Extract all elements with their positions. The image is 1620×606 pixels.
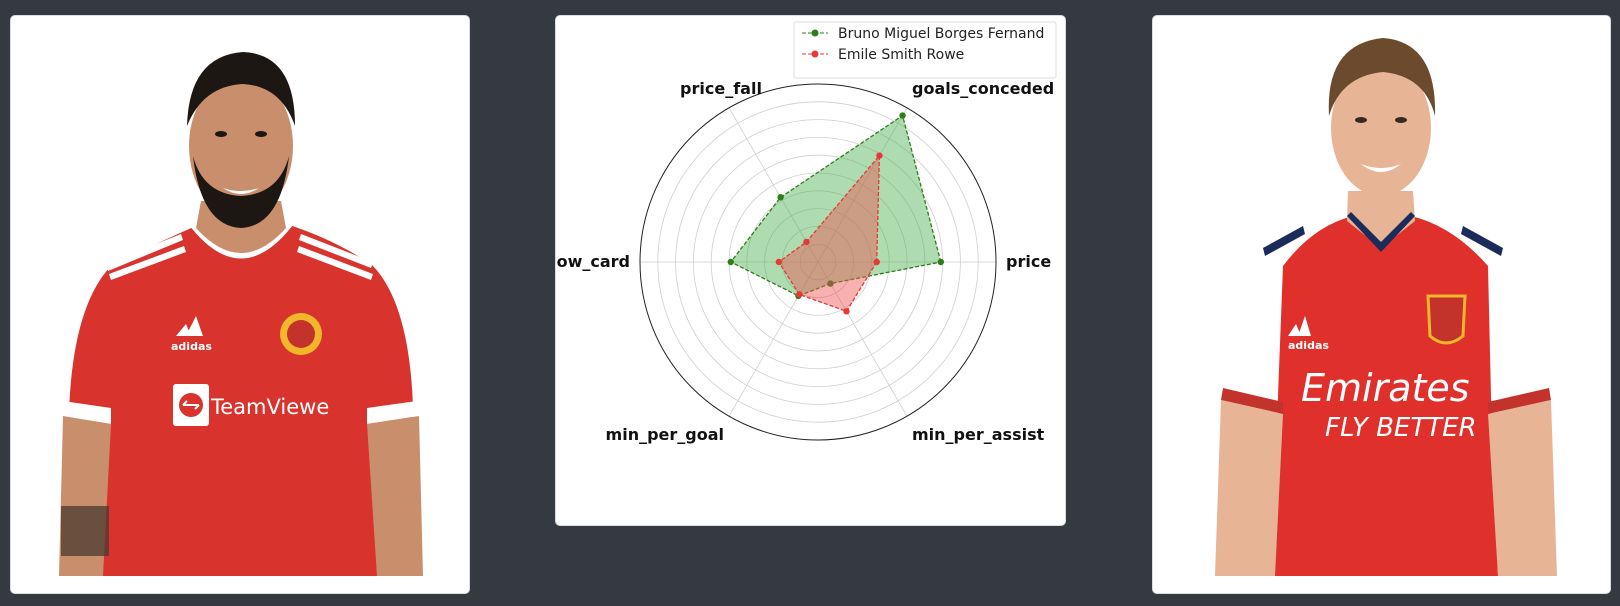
shoulder-stripes-l: [106, 234, 186, 280]
chart-card: price goals_conceded price_fall yellow_card…: [555, 15, 1066, 526]
brand-text-right: adidas: [1288, 339, 1329, 352]
axis-label-min_per_assist: min_per_assist: [912, 425, 1045, 444]
chart-legend: Bruno Miguel Borges Fernand Emile Smith …: [793, 21, 1057, 79]
crest-right: [1426, 294, 1467, 345]
legend-marker-1: [811, 50, 819, 58]
radar-axis-labels: price goals_conceded price_fall yellow_card…: [556, 79, 1054, 444]
shirt-left: [69, 224, 413, 576]
head-left: [189, 74, 293, 218]
player-photo-right: adidas Emirates FLY BETTER: [1215, 38, 1557, 576]
radar-area-series-1: [778, 155, 880, 312]
legend-label-1: Emile Smith Rowe: [838, 47, 964, 63]
brand-text-left: adidas: [171, 340, 212, 353]
hair-right: [1328, 38, 1436, 116]
radar-point-series-0: [777, 194, 784, 201]
axis-label-goals_conceded: goals_conceded: [912, 79, 1054, 98]
smile-right: [1361, 164, 1401, 172]
radar-outer-ring: [639, 83, 997, 441]
legend-box: [793, 21, 1057, 79]
radar-point-series-1: [803, 238, 810, 246]
axis-label-price: price: [1006, 252, 1051, 271]
radar-area-series-0: [730, 115, 941, 296]
sponsor-text-right: Emirates: [1301, 366, 1470, 410]
player-card-right: adidas Emirates FLY BETTER: [1152, 15, 1611, 594]
legend-label-0: Bruno Miguel Borges Fernand: [838, 26, 1044, 42]
radar-point-series-0: [899, 112, 906, 119]
beard-left: [193, 156, 289, 228]
axis-label-min_per_goal: min_per_goal: [606, 425, 724, 444]
arm-right-l: [1215, 400, 1283, 576]
brand-logo-right: [1288, 316, 1311, 336]
collar-left: [186, 221, 296, 259]
radar-spoke: [728, 261, 819, 417]
arm-left-r: [367, 416, 423, 576]
sleeve-trim-left-r: [367, 401, 419, 424]
radar-point-series-0: [937, 258, 945, 266]
radar-point-series-1: [796, 291, 803, 298]
sleeve-trim-left-l: [61, 401, 111, 424]
axis-label-yellow_card: yellow_card: [556, 252, 630, 271]
radar-point-series-1: [775, 258, 783, 266]
head-right: [1331, 60, 1431, 196]
radar-spoke: [817, 261, 908, 417]
radar-point-series-0: [827, 280, 834, 287]
radar-point-series-0: [727, 258, 734, 266]
radar-spoke: [728, 107, 819, 263]
radar-point-series-1: [843, 308, 850, 315]
player-photo-left: adidas TeamViewe: [59, 52, 423, 576]
player-card-left: adidas TeamViewe: [10, 15, 470, 594]
tattoo-left: [61, 506, 109, 556]
radar-chart: price goals_conceded price_fall yellow_card…: [556, 21, 1057, 444]
brand-logo-left: [176, 316, 203, 336]
collar-right: [1347, 212, 1415, 252]
legend-marker-0: [811, 29, 819, 37]
radar-spoke: [817, 107, 908, 263]
arm-right-r: [1488, 400, 1557, 576]
shoulder-stripes-r: [297, 234, 373, 280]
sponsor-text-left: TeamViewe: [210, 395, 329, 419]
radar-grid: [639, 83, 997, 441]
axis-label-price_fall: price_fall: [680, 79, 762, 98]
radar-series: [727, 112, 945, 315]
radar-point-series-1: [873, 258, 880, 266]
sponsor-subtext-right: FLY BETTER: [1325, 413, 1477, 443]
smile-left: [223, 188, 259, 194]
radar-point-series-1: [876, 152, 883, 159]
hair-left: [187, 52, 295, 126]
